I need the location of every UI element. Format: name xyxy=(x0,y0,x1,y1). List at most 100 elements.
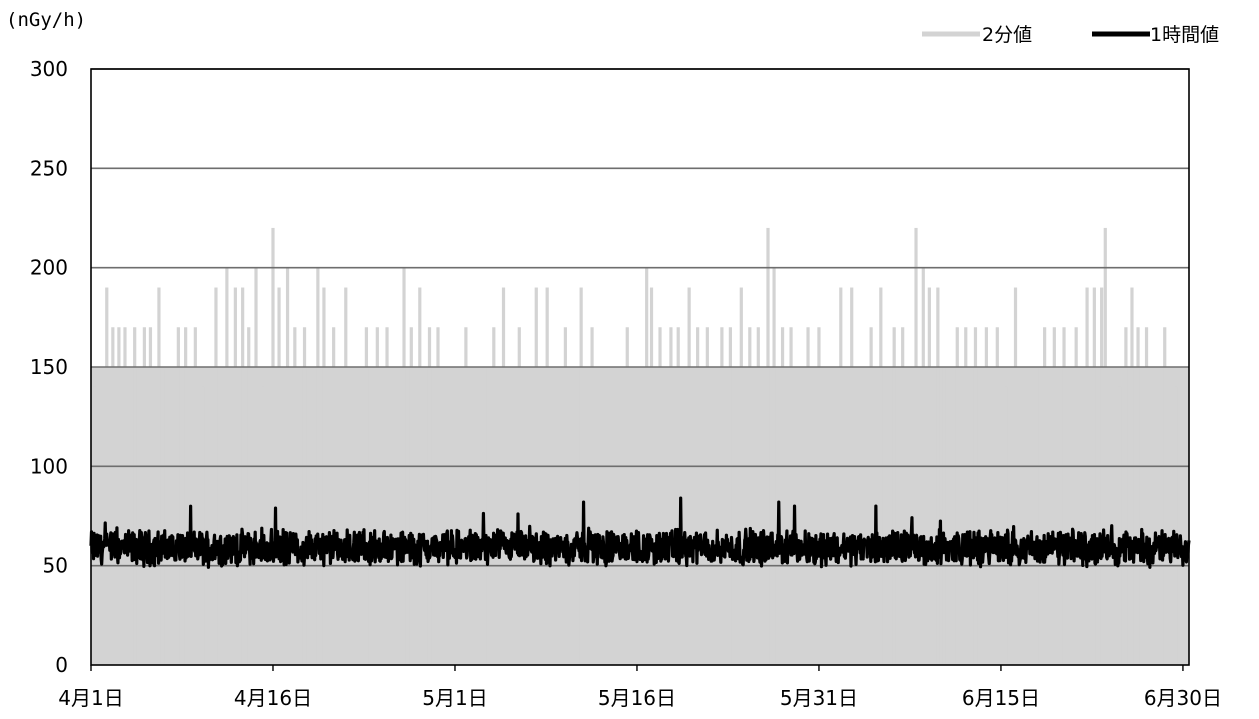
series-2min-spike xyxy=(817,327,821,665)
legend: 2分値 1時間値 xyxy=(922,24,1219,46)
series-2min-spike xyxy=(563,327,567,665)
series-2min-spike xyxy=(176,327,180,665)
series-2min-spike xyxy=(669,327,673,665)
x-tick-label: 5月1日 xyxy=(422,686,487,710)
series-2min-spike xyxy=(409,327,413,665)
axes xyxy=(90,68,1190,671)
series-2min-spike xyxy=(1118,386,1122,665)
series-2min-spike xyxy=(1163,327,1167,665)
series-2min-spike xyxy=(164,367,168,665)
series-2min-spike xyxy=(579,287,583,665)
series-2min-spike xyxy=(545,287,549,665)
series-2min-spike xyxy=(806,327,810,665)
series-2min-spike xyxy=(517,327,521,665)
series-2min-spike xyxy=(293,327,297,665)
series-2min-spike xyxy=(1183,367,1187,665)
x-tick-label: 6月30日 xyxy=(1144,686,1222,710)
series-2min-spike xyxy=(955,327,959,665)
series-2min-spike xyxy=(214,287,218,665)
series-2min-spike xyxy=(748,327,752,665)
series-2min-spike xyxy=(436,327,440,665)
series-2min-spike xyxy=(1110,367,1115,665)
series-2min-spike xyxy=(427,327,432,665)
series-2min-spike xyxy=(973,327,978,665)
series-2min-spike xyxy=(148,327,153,665)
series-2min-spike xyxy=(850,287,854,665)
series-2min-spike xyxy=(1026,367,1030,665)
series-2min-spike xyxy=(869,327,873,665)
series-2min-spike xyxy=(1043,327,1047,665)
series-2min-spike xyxy=(1154,367,1158,665)
series-2min-spike xyxy=(1092,287,1096,665)
y-tick-label: 0 xyxy=(55,653,68,677)
y-tick-label: 200 xyxy=(30,256,68,280)
series-2min-spike xyxy=(964,327,968,665)
series-1h-line xyxy=(89,496,1191,569)
y-tick-label: 100 xyxy=(30,454,68,478)
x-tick-label: 5月16日 xyxy=(598,686,676,710)
series-2min-spike xyxy=(942,367,946,665)
series-2min-spike xyxy=(1013,287,1018,665)
series-2min-spike xyxy=(233,287,237,665)
series-2min-spike xyxy=(687,287,691,665)
series-2min-spike xyxy=(1100,287,1104,665)
y-tick-label: 300 xyxy=(30,57,68,81)
series-2min-spike xyxy=(105,287,109,665)
series-2min-spike xyxy=(995,327,999,665)
series-2min-spike xyxy=(827,367,831,665)
series-2min-spike xyxy=(984,327,988,665)
series-2min-spike xyxy=(780,327,785,665)
series-2min-spike xyxy=(756,327,760,665)
series-2min-spike xyxy=(1174,386,1178,665)
series-2min-spike xyxy=(590,327,594,665)
series-2min-spike xyxy=(184,327,188,665)
series-2min-spike xyxy=(455,367,460,665)
series-2min-spike xyxy=(879,287,883,665)
series-2min-spike xyxy=(277,287,281,665)
series-2min-spike xyxy=(1144,327,1149,665)
series-2min-spike xyxy=(649,287,654,665)
series-2min-spike xyxy=(927,287,931,665)
series-2min-spike xyxy=(1130,287,1134,665)
series-2min-spike xyxy=(93,386,97,665)
series-2min-spike xyxy=(789,327,793,665)
y-tick-label: 250 xyxy=(30,156,68,180)
series-2min-spike xyxy=(1074,327,1078,665)
x-tick-label: 4月1日 xyxy=(58,686,123,710)
series-2min-spike xyxy=(598,367,603,665)
series-2min-spike xyxy=(676,327,680,665)
legend-label-1h: 1時間値 xyxy=(1150,24,1219,46)
series-2min-spike xyxy=(418,287,422,665)
series-1h xyxy=(89,496,1191,569)
series-2min-spike xyxy=(1136,327,1140,665)
series-2min-spike xyxy=(133,327,137,665)
series-2min-spike xyxy=(157,287,161,665)
series-2min-spike xyxy=(123,327,127,665)
series-2min-spike xyxy=(201,386,205,665)
series-2min-spike xyxy=(839,287,843,665)
series-2min-spike xyxy=(385,327,389,665)
series-2min xyxy=(91,227,1189,665)
series-2min-spike xyxy=(797,367,802,665)
series-2min-spike xyxy=(117,327,121,665)
x-axis-tick-labels: 4月1日 4月16日 5月1日 5月16日 5月31日 6月15日 6月30日 xyxy=(58,686,1222,710)
series-2min-spike xyxy=(625,327,629,665)
series-2min-spike xyxy=(728,327,732,665)
series-2min-spike xyxy=(364,327,369,665)
series-2min-spike xyxy=(492,327,496,665)
series-2min-spike xyxy=(1004,386,1008,665)
series-2min-spike xyxy=(142,327,146,665)
x-tick-label: 5月31日 xyxy=(780,686,858,710)
series-2min-spike xyxy=(271,227,275,665)
series-2min-spike xyxy=(1124,327,1128,665)
y-tick-label: 50 xyxy=(43,554,68,578)
series-2min-spike xyxy=(705,327,709,665)
series-2min-spike xyxy=(111,327,115,665)
series-2min-spike xyxy=(261,386,265,665)
series-2min-spike xyxy=(720,327,724,665)
x-tick-label: 4月16日 xyxy=(234,686,312,710)
series-2min-spike xyxy=(501,287,506,665)
y-tick-label: 150 xyxy=(30,355,68,379)
